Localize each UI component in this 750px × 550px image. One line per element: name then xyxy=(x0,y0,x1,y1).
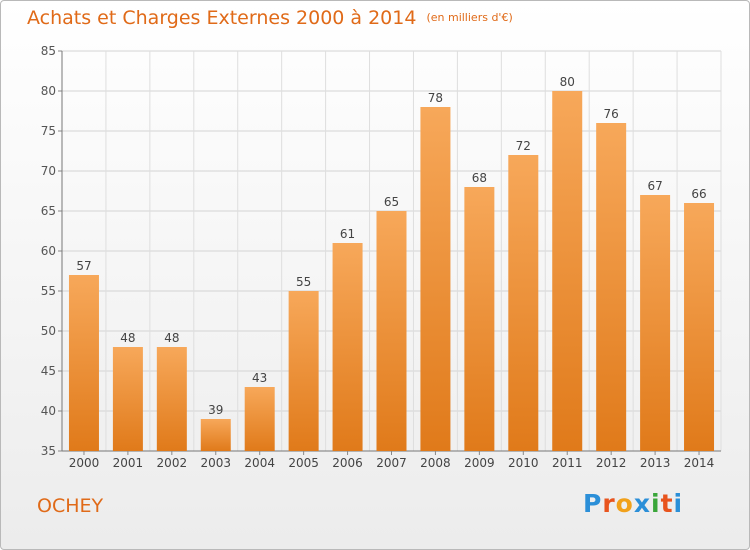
bar-value-label: 67 xyxy=(647,179,662,193)
x-tick-label: 2009 xyxy=(464,456,495,470)
bar-layer xyxy=(68,91,715,451)
bar-2004 xyxy=(244,387,275,451)
y-tick-label: 40 xyxy=(41,404,56,418)
bar-2013 xyxy=(640,195,671,451)
logo-letter: r xyxy=(602,489,616,518)
logo-letter: t xyxy=(660,489,674,518)
bar-2006 xyxy=(332,243,363,451)
logo-letter: i xyxy=(673,489,684,518)
y-tick-label: 50 xyxy=(41,324,56,338)
proxiti-logo: Proxiti xyxy=(583,489,683,518)
bar-value-label: 48 xyxy=(120,331,135,345)
logo-letter: i xyxy=(651,489,661,518)
title-row: Achats et Charges Externes 2000 à 2014 (e… xyxy=(27,7,513,29)
city-name: OCHEY xyxy=(37,495,104,517)
x-tick-label: 2012 xyxy=(596,456,627,470)
x-tick-label: 2002 xyxy=(157,456,188,470)
x-tick-label: 2008 xyxy=(420,456,451,470)
bar-value-label: 65 xyxy=(384,195,399,209)
x-tick-label: 2000 xyxy=(69,456,100,470)
bar-value-label: 57 xyxy=(76,259,91,273)
bar-2005 xyxy=(288,291,319,451)
x-tick-label: 2013 xyxy=(640,456,671,470)
y-tick-label: 65 xyxy=(41,204,56,218)
bar-2010 xyxy=(508,155,539,451)
logo-letter: o xyxy=(615,489,634,518)
bar-value-label: 72 xyxy=(516,139,531,153)
bar-value-label: 78 xyxy=(428,91,443,105)
bar-value-label: 48 xyxy=(164,331,179,345)
y-tick-label: 45 xyxy=(41,364,56,378)
bar-value-label: 76 xyxy=(604,107,619,121)
y-tick-label: 60 xyxy=(41,244,56,258)
bar-2003 xyxy=(200,419,231,451)
bar-value-label: 80 xyxy=(560,75,575,89)
y-tick-label: 85 xyxy=(41,44,56,58)
bar-2012 xyxy=(596,123,627,451)
bar-2000 xyxy=(68,275,99,451)
x-tick-label: 2003 xyxy=(200,456,231,470)
x-tick-label: 2011 xyxy=(552,456,583,470)
x-tick-label: 2014 xyxy=(684,456,715,470)
bar-2001 xyxy=(112,347,143,451)
bar-2007 xyxy=(376,211,407,451)
x-tick-label: 2001 xyxy=(113,456,144,470)
y-tick-label: 70 xyxy=(41,164,56,178)
y-tick-label: 75 xyxy=(41,124,56,138)
bar-value-label: 55 xyxy=(296,275,311,289)
y-tick-label: 35 xyxy=(41,444,56,458)
chart-title: Achats et Charges Externes 2000 à 2014 xyxy=(27,7,417,29)
y-tick-label: 80 xyxy=(41,84,56,98)
x-tick-label: 2006 xyxy=(332,456,363,470)
x-tick-label: 2005 xyxy=(288,456,319,470)
chart-unit: (en milliers d'€) xyxy=(426,11,513,24)
logo-letter: x xyxy=(633,489,651,518)
x-tick-label: 2004 xyxy=(244,456,275,470)
bar-value-label: 61 xyxy=(340,227,355,241)
y-tick-label: 55 xyxy=(41,284,56,298)
label-layer: 57 48 48 39 43 55 61 65 78 68 72 80 76 67 66 xyxy=(76,75,706,417)
bar-value-label: 68 xyxy=(472,171,487,185)
logo-letter: P xyxy=(583,489,603,518)
bar-2008 xyxy=(420,107,451,451)
bar-value-label: 43 xyxy=(252,371,267,385)
bar-2009 xyxy=(464,187,495,451)
x-tick-label: 2010 xyxy=(508,456,539,470)
bar-2011 xyxy=(552,91,583,451)
bar-2002 xyxy=(156,347,187,451)
x-tick-label: 2007 xyxy=(376,456,407,470)
bar-2014 xyxy=(684,203,715,451)
bar-value-label: 66 xyxy=(691,187,706,201)
bar-value-label: 39 xyxy=(208,403,223,417)
